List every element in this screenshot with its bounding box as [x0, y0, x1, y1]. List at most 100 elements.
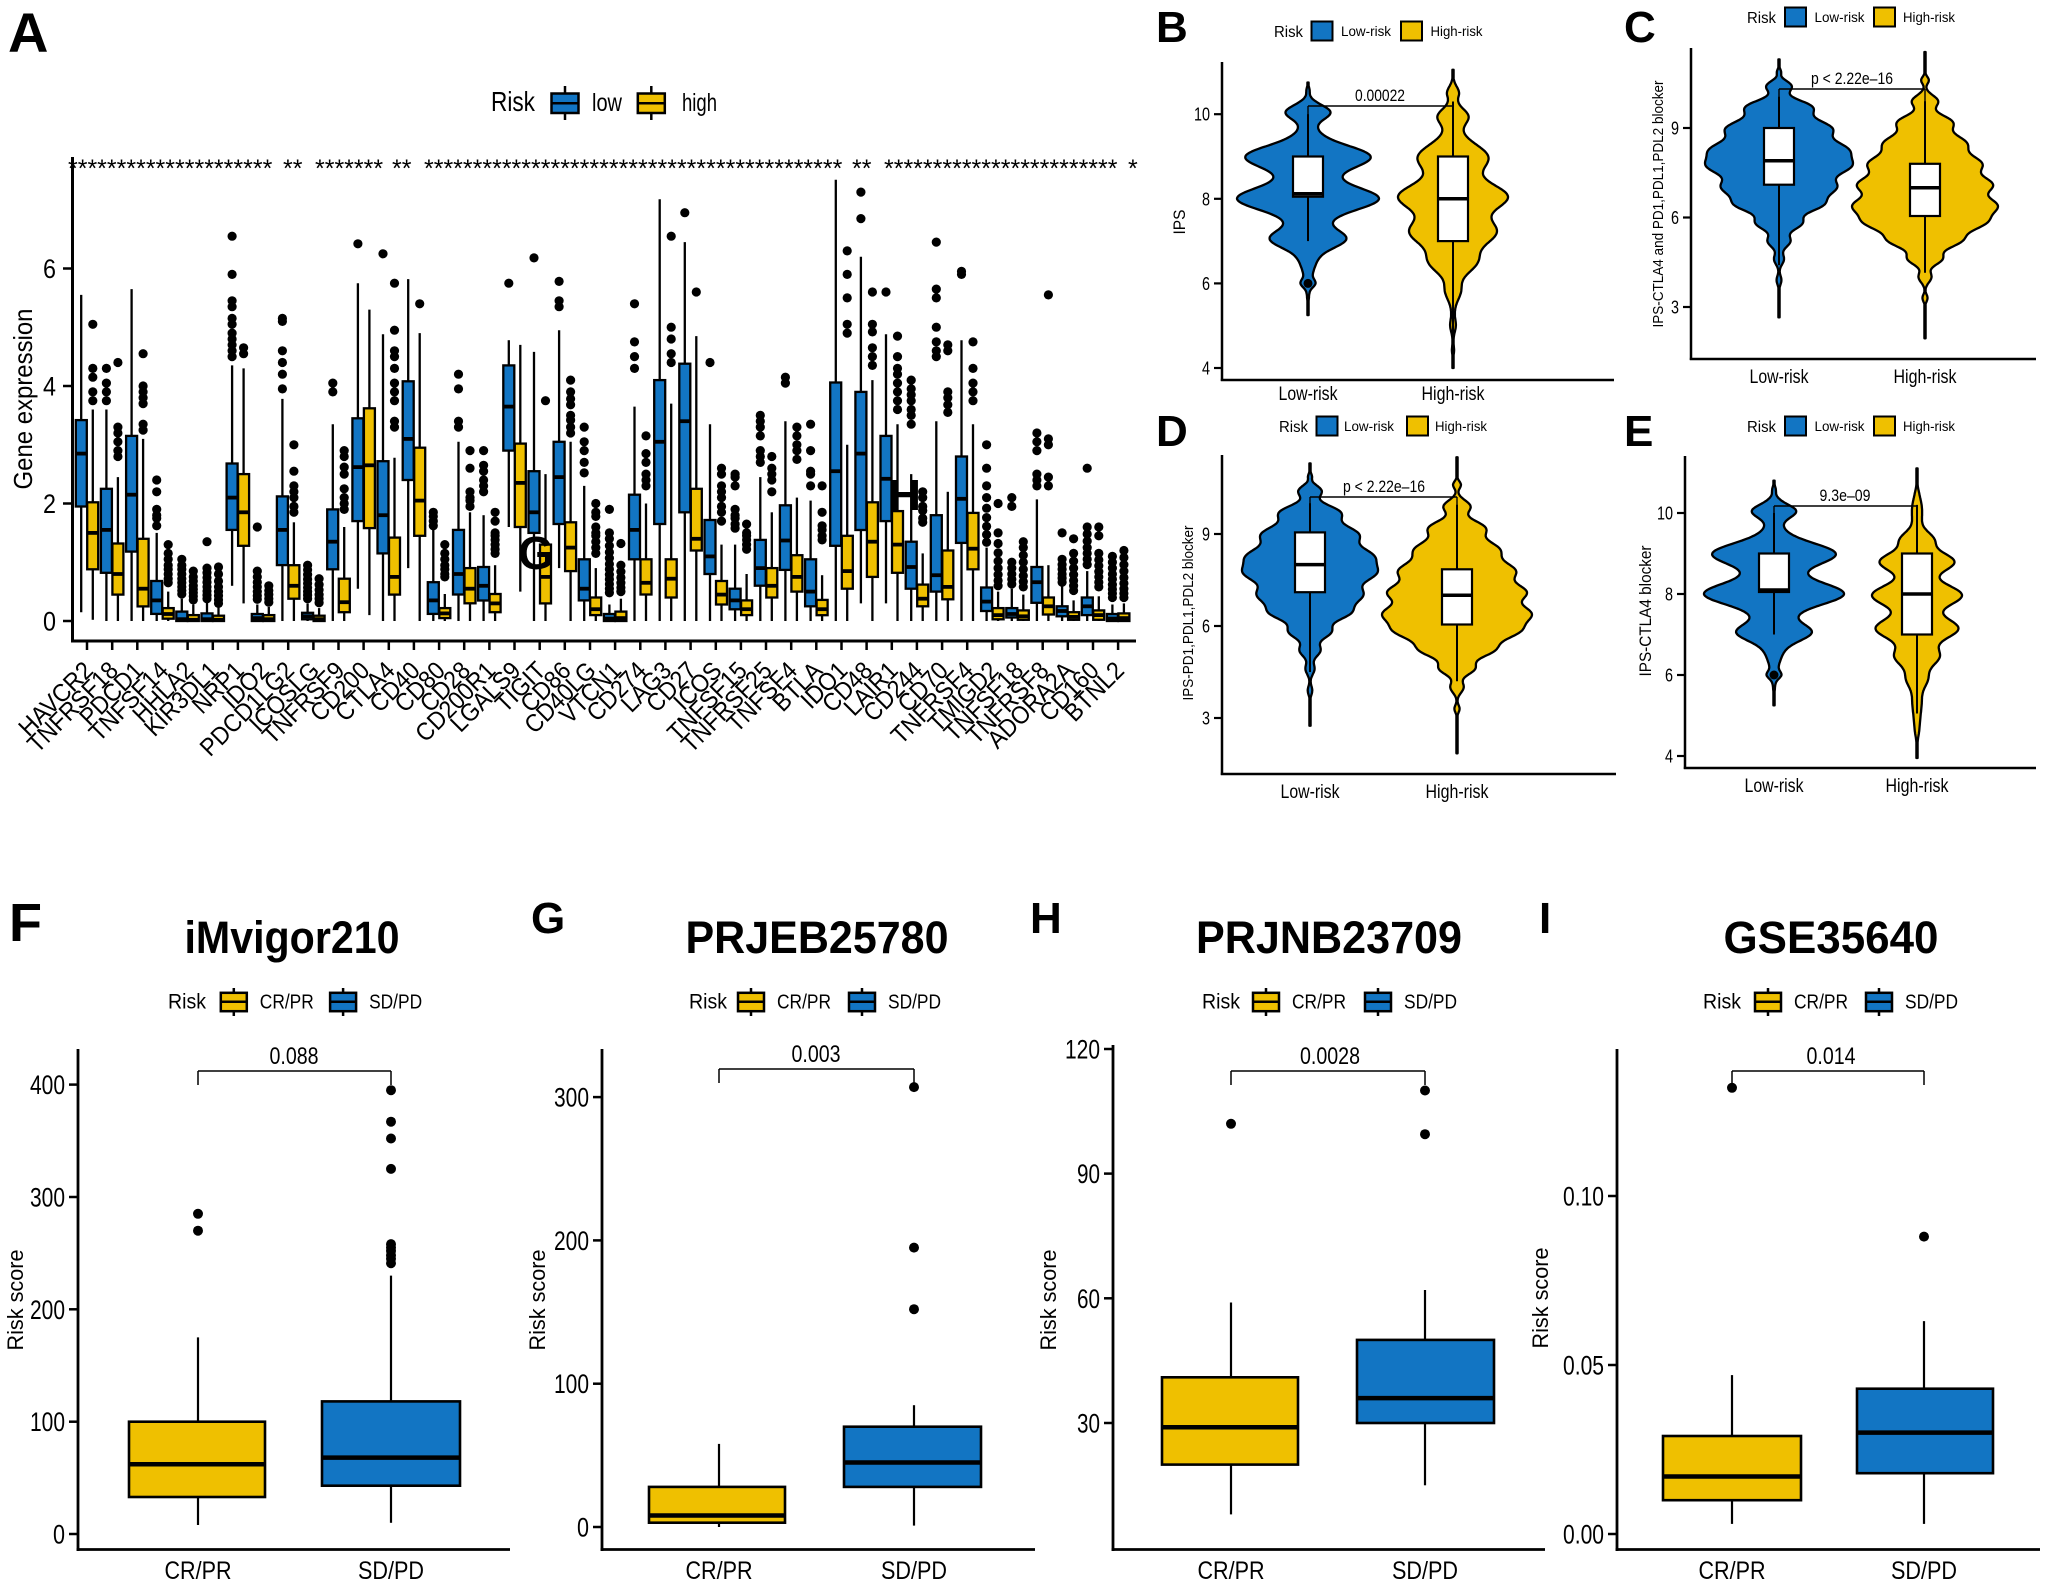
svg-text:Low-risk: Low-risk: [1815, 9, 1866, 25]
svg-text:0.00022: 0.00022: [1355, 86, 1405, 105]
svg-text:IPS-CTLA4 and PD1,PDL1,PDL2 bl: IPS-CTLA4 and PD1,PDL1,PDL2 blocker: [1650, 81, 1667, 328]
svg-text:*: *: [1128, 155, 1138, 183]
svg-text:**: **: [392, 155, 412, 183]
svg-text:10: 10: [1657, 504, 1673, 524]
svg-text:High-risk: High-risk: [1422, 384, 1485, 405]
svg-text:p < 2.22e–16: p < 2.22e–16: [1343, 477, 1425, 496]
svg-text:9: 9: [1671, 119, 1679, 139]
svg-text:H: H: [1030, 894, 1062, 943]
svg-text:8: 8: [1665, 585, 1673, 605]
svg-text:High-risk: High-risk: [1435, 418, 1488, 434]
svg-text:4: 4: [1202, 359, 1210, 379]
svg-text:Risk score: Risk score: [525, 1250, 550, 1351]
svg-text:*********************: *********************: [68, 155, 273, 183]
svg-text:************************: ************************: [884, 155, 1118, 183]
svg-text:******************************: ****************************************…: [424, 155, 843, 183]
svg-text:Gene expression: Gene expression: [8, 309, 38, 490]
svg-text:CR/PR: CR/PR: [777, 992, 831, 1014]
svg-text:0.003: 0.003: [792, 1041, 841, 1068]
svg-text:9: 9: [1202, 525, 1210, 545]
svg-text:p < 2.22e–16: p < 2.22e–16: [1811, 69, 1893, 88]
svg-text:SD/PD: SD/PD: [881, 1557, 947, 1585]
svg-text:3: 3: [1202, 709, 1210, 729]
svg-text:3: 3: [1671, 298, 1679, 318]
svg-text:Risk: Risk: [1747, 10, 1777, 27]
svg-text:*******: *******: [315, 155, 383, 183]
svg-text:400: 400: [30, 1070, 65, 1100]
svg-text:G: G: [531, 894, 565, 943]
svg-text:Low-risk: Low-risk: [1281, 782, 1340, 803]
svg-text:**: **: [283, 155, 303, 183]
svg-text:CR/PR: CR/PR: [1198, 1557, 1265, 1585]
svg-text:0: 0: [43, 607, 56, 637]
svg-text:6: 6: [1671, 208, 1679, 228]
svg-text:Low-risk: Low-risk: [1750, 367, 1809, 388]
svg-text:SD/PD: SD/PD: [1392, 1557, 1458, 1585]
svg-text:iMvigor210: iMvigor210: [185, 912, 400, 963]
svg-text:H: H: [889, 471, 921, 520]
svg-text:IPS: IPS: [1170, 210, 1189, 235]
svg-text:300: 300: [30, 1183, 65, 1213]
svg-text:60: 60: [1077, 1284, 1100, 1314]
svg-text:6: 6: [1665, 666, 1673, 686]
svg-text:F: F: [9, 893, 42, 953]
svg-text:8: 8: [1202, 189, 1210, 209]
svg-text:9.3e–09: 9.3e–09: [1820, 486, 1871, 505]
svg-text:SD/PD: SD/PD: [1905, 992, 1958, 1014]
svg-text:SD/PD: SD/PD: [1404, 992, 1457, 1014]
svg-text:Risk: Risk: [1202, 991, 1240, 1014]
svg-text:200: 200: [30, 1295, 65, 1325]
svg-text:Risk: Risk: [689, 991, 727, 1014]
svg-text:SD/PD: SD/PD: [1891, 1557, 1957, 1585]
svg-text:Risk: Risk: [491, 86, 536, 117]
svg-text:Risk: Risk: [1703, 991, 1741, 1014]
svg-text:6: 6: [1202, 274, 1210, 294]
svg-text:Low-risk: Low-risk: [1341, 23, 1392, 39]
svg-text:200: 200: [554, 1226, 589, 1256]
svg-text:Risk: Risk: [168, 991, 206, 1014]
svg-text:I: I: [1539, 894, 1551, 943]
svg-text:Risk: Risk: [1279, 419, 1309, 436]
svg-text:PRJEB25780: PRJEB25780: [686, 912, 949, 963]
svg-text:SD/PD: SD/PD: [358, 1557, 424, 1585]
svg-text:0.00: 0.00: [1563, 1520, 1604, 1550]
svg-text:CR/PR: CR/PR: [260, 992, 314, 1014]
svg-text:120: 120: [1065, 1035, 1100, 1065]
svg-text:Low-risk: Low-risk: [1344, 418, 1395, 434]
svg-text:D: D: [1156, 407, 1188, 456]
svg-text:90: 90: [1077, 1159, 1100, 1189]
svg-text:High-risk: High-risk: [1903, 9, 1956, 25]
svg-text:4: 4: [43, 372, 56, 402]
svg-text:High-risk: High-risk: [1894, 367, 1957, 388]
svg-text:0: 0: [53, 1520, 65, 1550]
svg-text:SD/PD: SD/PD: [369, 992, 422, 1014]
svg-text:High-risk: High-risk: [1886, 776, 1949, 797]
svg-text:100: 100: [30, 1407, 65, 1437]
svg-text:0.088: 0.088: [270, 1043, 319, 1070]
svg-text:High-risk: High-risk: [1431, 23, 1484, 39]
svg-text:0: 0: [577, 1513, 589, 1543]
svg-text:C: C: [1624, 3, 1656, 52]
svg-text:Risk: Risk: [1274, 24, 1304, 41]
svg-text:IPS-CTLA4 blocker: IPS-CTLA4 blocker: [1636, 545, 1655, 676]
svg-text:GSE35640: GSE35640: [1724, 912, 1939, 963]
svg-text:Risk: Risk: [1747, 419, 1777, 436]
svg-text:A: A: [8, 1, 48, 64]
svg-text:SD/PD: SD/PD: [888, 992, 941, 1014]
svg-text:10: 10: [1194, 105, 1210, 125]
svg-text:PRJNB23709: PRJNB23709: [1196, 912, 1462, 963]
svg-text:Low-risk: Low-risk: [1745, 776, 1804, 797]
svg-text:E: E: [1624, 407, 1653, 456]
svg-text:300: 300: [554, 1083, 589, 1113]
svg-text:**: **: [852, 155, 872, 183]
svg-text:High-risk: High-risk: [1903, 418, 1956, 434]
svg-text:6: 6: [1202, 617, 1210, 637]
svg-text:4: 4: [1665, 747, 1673, 767]
svg-text:CR/PR: CR/PR: [1699, 1557, 1766, 1585]
svg-text:0.05: 0.05: [1563, 1351, 1604, 1381]
svg-text:Risk score: Risk score: [3, 1250, 28, 1351]
svg-text:low: low: [592, 89, 623, 117]
svg-text:Risk score: Risk score: [1036, 1250, 1061, 1351]
svg-text:100: 100: [554, 1369, 589, 1399]
svg-text:30: 30: [1077, 1409, 1100, 1439]
